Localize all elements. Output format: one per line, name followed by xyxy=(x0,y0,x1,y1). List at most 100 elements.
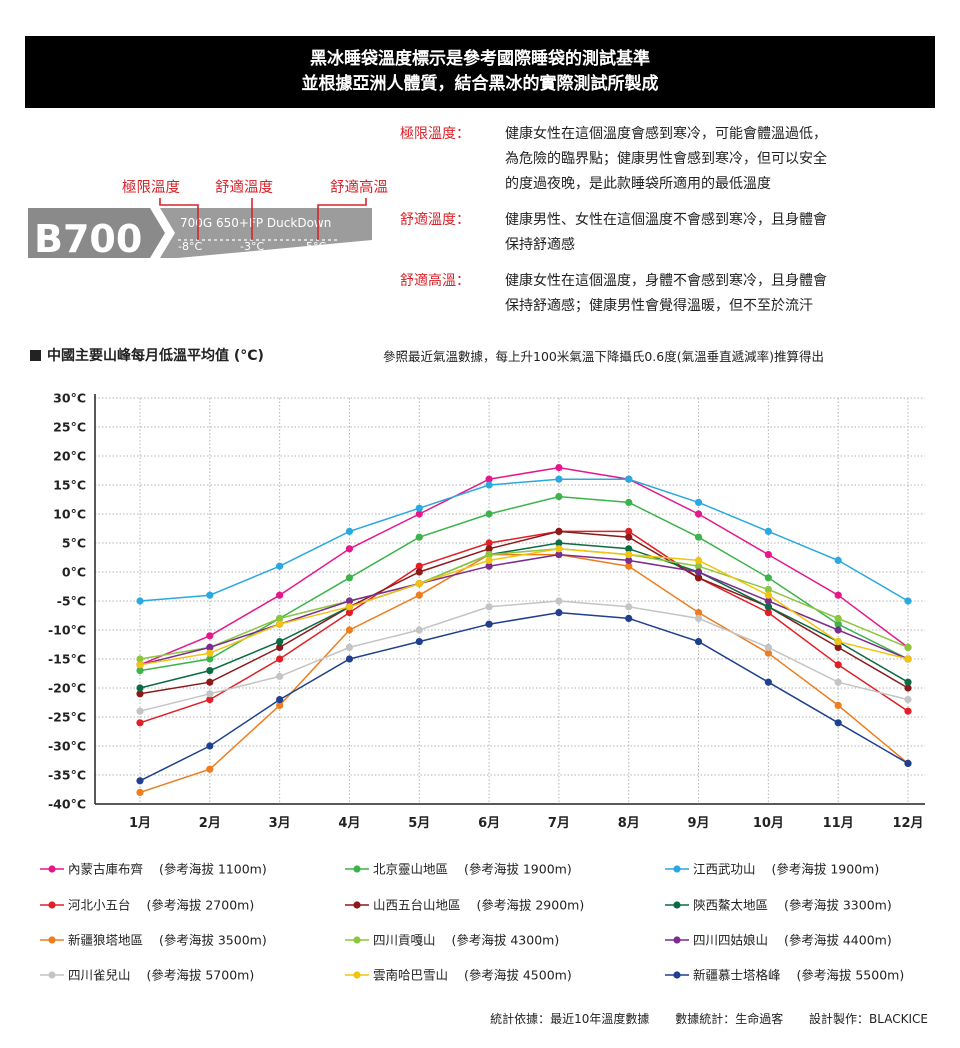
legend-label: 北京靈山地區 (參考海拔 1900m) xyxy=(373,862,572,877)
data-point xyxy=(625,475,633,483)
legend-altitude: (參考海拔 2900m) xyxy=(473,898,585,913)
data-point xyxy=(415,562,423,570)
data-point xyxy=(415,533,423,541)
series-9 xyxy=(136,551,912,669)
series-11 xyxy=(136,545,912,669)
legend-name: 新疆狼塔地區 xyxy=(68,933,143,948)
y-tick-label: -5°C xyxy=(57,594,86,609)
data-point xyxy=(625,562,633,570)
data-point xyxy=(345,655,354,663)
data-point xyxy=(694,638,703,646)
data-point xyxy=(136,707,144,715)
series-line xyxy=(139,553,909,666)
banner-line-1: 黑冰睡袋溫度標示是參考國際睡袋的測試基準 xyxy=(310,49,650,69)
data-point xyxy=(764,591,772,599)
data-point xyxy=(555,597,563,605)
data-point xyxy=(764,643,772,652)
data-point xyxy=(276,655,284,663)
data-point xyxy=(276,591,284,599)
data-point xyxy=(834,638,842,646)
series-2 xyxy=(136,493,912,675)
data-point xyxy=(136,597,144,605)
legend-name: 內蒙古庫布齊 xyxy=(68,862,144,877)
y-tick-label: 30°C xyxy=(53,391,86,406)
legend-item: 四川貢嘎山 (參考海拔 4300m) xyxy=(345,933,559,948)
series-line xyxy=(139,548,909,660)
data-point xyxy=(834,614,842,623)
legend-altitude: (參考海拔 2700m) xyxy=(143,898,255,913)
y-tick-label: 15°C xyxy=(53,478,86,493)
data-point xyxy=(276,638,284,646)
legend-swatch-dot xyxy=(48,865,56,873)
legend-swatch-dot xyxy=(353,971,361,979)
x-tick-label: 5月 xyxy=(408,816,430,831)
legend-name: 山西五台山地區 xyxy=(373,898,461,913)
legend-name: 新疆慕士塔格峰 xyxy=(693,968,781,983)
data-point xyxy=(136,777,144,785)
data-point xyxy=(415,638,423,646)
legend-name: 陝西鰲太地區 xyxy=(693,898,768,913)
data-point xyxy=(485,475,493,483)
legend-item: 陝西鰲太地區 (參考海拔 3300m) xyxy=(665,898,892,913)
data-point xyxy=(206,591,214,599)
legend-name: 北京靈山地區 xyxy=(373,862,448,877)
legend-altitude: (參考海拔 3500m) xyxy=(155,933,267,948)
data-point xyxy=(764,527,772,536)
legend-item: 新疆狼塔地區 (參考海拔 3500m) xyxy=(40,933,267,948)
data-point xyxy=(136,667,144,675)
data-point xyxy=(206,678,214,686)
x-tick-label: 1月 xyxy=(129,816,151,831)
data-point xyxy=(834,643,842,652)
footer-stats: 數據統計：生命過客 xyxy=(675,1012,784,1026)
data-point xyxy=(834,661,842,669)
data-point xyxy=(834,701,842,710)
series-6 xyxy=(136,539,912,692)
data-point xyxy=(206,643,214,652)
data-point xyxy=(345,609,354,617)
series-line xyxy=(139,600,909,712)
data-point xyxy=(904,684,912,692)
legend-item: 四川雀兒山 (參考海拔 5700m) xyxy=(40,968,254,983)
data-point xyxy=(276,620,284,628)
data-point xyxy=(904,759,912,768)
data-point xyxy=(625,614,633,623)
data-point xyxy=(555,609,563,617)
data-point xyxy=(694,609,703,617)
data-point xyxy=(625,556,633,565)
x-tick-label: 10月 xyxy=(753,816,784,831)
legend-swatch-dot xyxy=(673,901,681,909)
data-point xyxy=(415,510,423,518)
y-tick-label: 5°C xyxy=(62,536,86,551)
footer-design: 設計製作：BLACKICE xyxy=(809,1012,928,1026)
series-10 xyxy=(136,597,912,715)
badge-temp-limit: -8°C xyxy=(178,240,202,253)
data-point xyxy=(415,568,423,576)
data-point xyxy=(485,620,493,628)
legend-altitude: (參考海拔 1900m) xyxy=(768,862,880,877)
legend-swatch-dot xyxy=(48,971,56,979)
definition-term: 舒適高溫： xyxy=(400,273,470,289)
x-tick-label: 2月 xyxy=(199,816,221,831)
y-tick-label: -20°C xyxy=(48,681,86,696)
data-point xyxy=(206,696,214,704)
data-point xyxy=(345,545,354,553)
legend-name: 雲南哈巴雪山 xyxy=(373,968,448,983)
series-1 xyxy=(136,464,912,669)
y-tick-label: 10°C xyxy=(53,507,86,522)
legend-item: 新疆慕士塔格峰 (參考海拔 5500m) xyxy=(665,968,904,983)
data-point xyxy=(555,551,563,559)
data-point xyxy=(904,643,912,652)
legend-altitude: (參考海拔 5500m) xyxy=(793,968,905,983)
series-line xyxy=(139,548,909,666)
definition-term: 極限溫度： xyxy=(400,126,470,142)
data-point xyxy=(136,788,144,797)
x-tick-label: 11月 xyxy=(823,816,854,831)
definition-limit: 極限溫度： 健康女性在這個溫度會感到寒冷，可能會體溫過低， 為危險的臨界點；健康… xyxy=(395,122,955,197)
series-7 xyxy=(136,551,912,797)
data-point xyxy=(276,614,284,623)
legend-item: 山西五台山地區 (參考海拔 2900m) xyxy=(345,898,584,913)
banner-line-2: 並根據亞洲人體質，結合黑冰的實際測試所製成 xyxy=(301,74,659,94)
series-line xyxy=(139,611,909,782)
data-point xyxy=(694,568,703,576)
legend-altitude: (參考海拔 4300m) xyxy=(448,933,560,948)
